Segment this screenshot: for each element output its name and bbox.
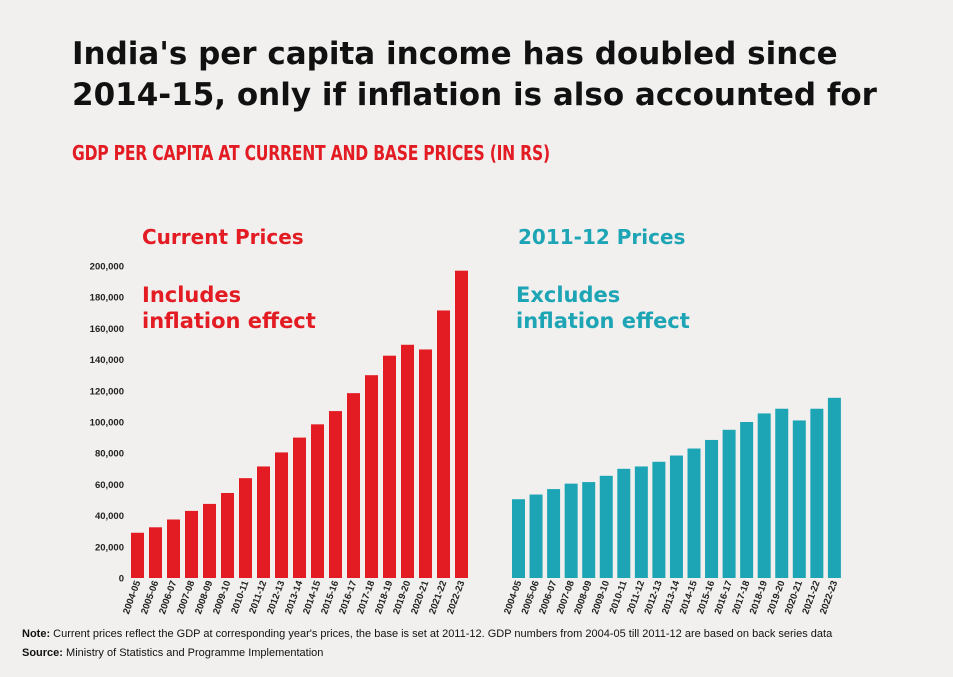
title-line-2: 2014-15, only if inflation is also accou…	[72, 77, 877, 113]
bar	[203, 503, 216, 578]
bars-base	[512, 397, 841, 578]
y-tick-label: 40,000	[95, 511, 124, 522]
bar	[547, 489, 561, 578]
bar	[705, 439, 719, 578]
bar	[383, 355, 396, 578]
bar	[365, 375, 378, 578]
bar	[810, 408, 824, 578]
bar	[311, 424, 324, 578]
bar	[634, 466, 648, 578]
note-text: Current prices reflect the GDP at corres…	[50, 628, 833, 640]
bar	[722, 429, 736, 578]
bar	[185, 510, 198, 578]
y-tick-label: 0	[119, 574, 124, 585]
y-tick-label: 20,000	[95, 542, 124, 553]
footnote: Note: Current prices reflect the GDP at …	[22, 628, 952, 640]
title-line-1: India's per capita income has doubled si…	[72, 36, 838, 72]
y-axis-current: 0 20,000 40,000 60,000 80,000 100,000 120,000 1…	[90, 262, 124, 585]
bar	[757, 413, 771, 578]
source-line: Source: Ministry of Statistics and Progr…	[22, 647, 323, 659]
x-axis-base: 2004-052005-062006-072007-082008-092009-…	[502, 579, 840, 616]
bar	[347, 393, 360, 578]
bar	[687, 448, 701, 578]
bar	[149, 527, 162, 578]
panel-base-annotation-line-1: Excludes	[516, 283, 620, 307]
bar	[740, 422, 754, 578]
y-tick-label: 120,000	[90, 386, 124, 397]
x-axis-current: 2004-052005-062006-072007-082008-092009-…	[121, 579, 467, 616]
panel-current-title: Current Prices	[142, 225, 304, 249]
bar	[437, 310, 450, 578]
bar	[792, 420, 806, 578]
panel-base: 2011-12 Prices Excludes inflation effect…	[502, 225, 841, 616]
bar	[221, 492, 234, 578]
bar	[455, 270, 468, 578]
bar	[401, 344, 414, 578]
panel-current-annotation-line-1: Includes	[142, 283, 241, 307]
bars-current	[131, 270, 468, 578]
bar	[275, 452, 288, 578]
note-label: Note:	[22, 628, 51, 640]
y-tick-label: 80,000	[95, 449, 124, 460]
y-tick-label: 160,000	[90, 324, 124, 335]
bar	[669, 455, 683, 578]
panel-base-annotation-line-2: inflation effect	[516, 309, 690, 333]
panel-current: Current Prices Includes inflation effect…	[90, 225, 468, 616]
page-title: India's per capita income has doubled si…	[72, 34, 932, 116]
y-tick-label: 140,000	[90, 355, 124, 366]
bar	[167, 519, 180, 578]
y-tick-label: 200,000	[90, 262, 124, 273]
y-tick-label: 100,000	[90, 418, 124, 429]
bar	[293, 437, 306, 578]
source-label: Source:	[22, 647, 63, 659]
y-tick-label: 60,000	[95, 480, 124, 491]
bar	[775, 408, 789, 578]
bar	[617, 468, 631, 578]
bar	[239, 478, 252, 578]
bar	[419, 349, 432, 578]
panel-current-annotation-line-2: inflation effect	[142, 309, 316, 333]
bar	[564, 483, 578, 578]
bar	[582, 482, 596, 578]
bar	[827, 397, 841, 578]
panel-base-title: 2011-12 Prices	[518, 225, 685, 249]
bar	[529, 494, 543, 578]
bar	[512, 499, 525, 578]
y-tick-label: 180,000	[90, 293, 124, 304]
chart-subtitle: GDP PER CAPITA AT CURRENT AND BASE PRICE…	[72, 141, 550, 165]
bar	[131, 532, 144, 578]
bar	[652, 461, 666, 578]
bar	[599, 475, 613, 578]
source-text: Ministry of Statistics and Programme Imp…	[62, 647, 324, 659]
bar	[329, 411, 342, 578]
bar	[257, 466, 270, 578]
